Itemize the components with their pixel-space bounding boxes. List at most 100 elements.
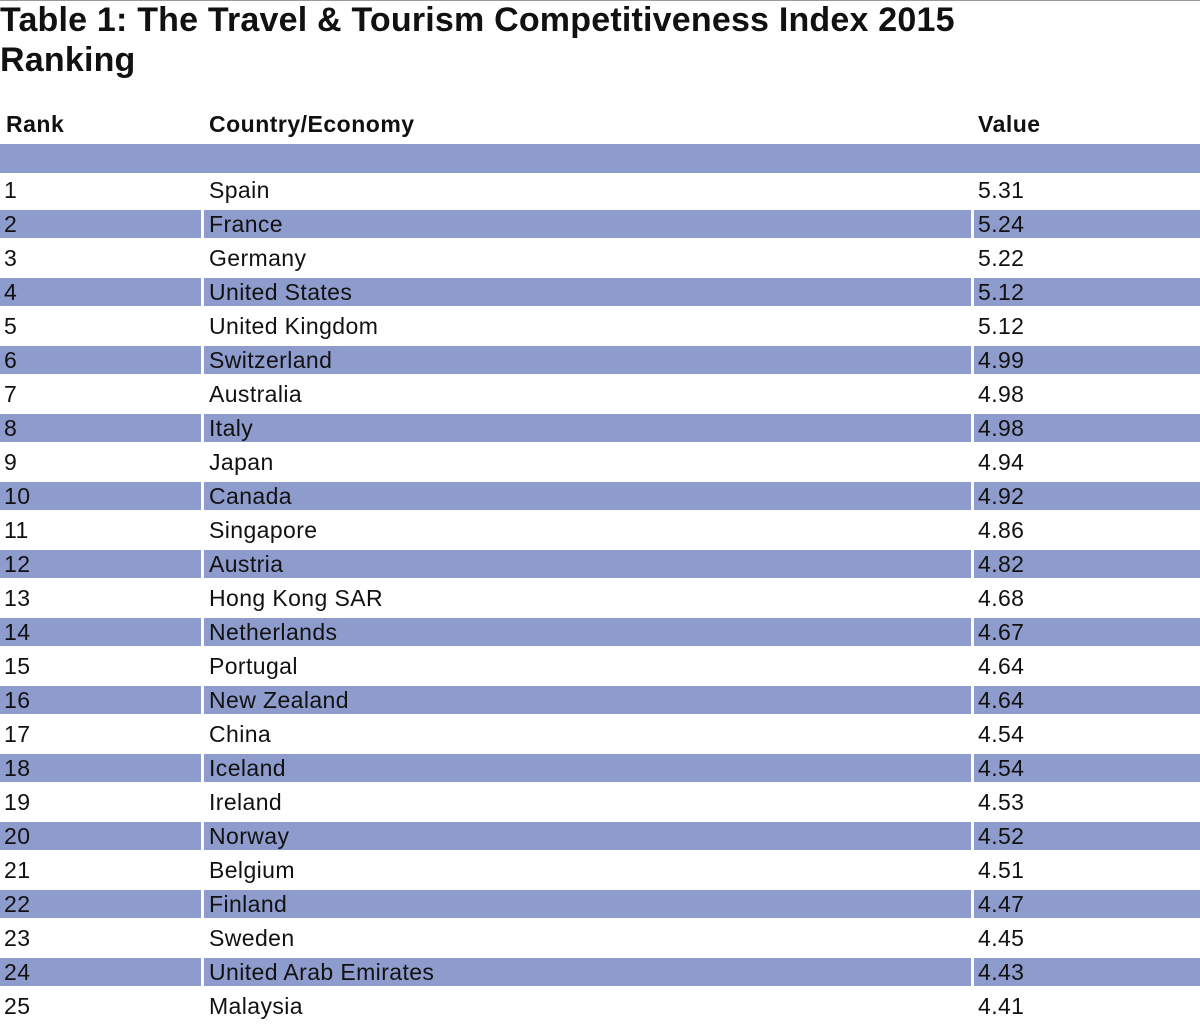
value-cell: 4.41 (978, 992, 1025, 1019)
table-title: Table 1: The Travel & Tourism Competitiv… (0, 0, 1190, 80)
value-cell: 4.98 (978, 380, 1025, 407)
country-cell: United States (204, 278, 971, 306)
table-row: 1 Spain 5.31 (0, 173, 1200, 207)
header-country-economy: Country/Economy (209, 110, 415, 137)
country-cell: United Kingdom (209, 312, 379, 339)
table-row: 24 United Arab Emirates 4.43 (0, 955, 1200, 989)
country-cell: Ireland (209, 788, 283, 815)
table-row: 8 Italy 4.98 (0, 411, 1200, 445)
value-cell: 4.99 (974, 346, 1200, 374)
rank-cell: 23 (4, 924, 31, 951)
country-cell: Japan (209, 448, 274, 475)
table-row: 7 Australia 4.98 (0, 377, 1200, 411)
header-separator-band (0, 144, 1200, 173)
country-cell: New Zealand (204, 686, 971, 714)
country-cell: Norway (204, 822, 971, 850)
rank-cell: 16 (0, 686, 201, 714)
table-row: 13 Hong Kong SAR 4.68 (0, 581, 1200, 615)
table-row: 14 Netherlands 4.67 (0, 615, 1200, 649)
country-cell: Australia (209, 380, 303, 407)
country-cell: Iceland (204, 754, 971, 782)
value-cell: 5.24 (974, 210, 1200, 238)
country-cell: Singapore (209, 516, 318, 543)
rank-cell: 2 (0, 210, 201, 238)
rank-cell: 18 (0, 754, 201, 782)
value-cell: 4.86 (978, 516, 1025, 543)
country-cell: Spain (209, 176, 270, 203)
rank-cell: 6 (0, 346, 201, 374)
top-border-line (0, 0, 1200, 5)
table-row: 12 Austria 4.82 (0, 547, 1200, 581)
table-row: 2 France 5.24 (0, 207, 1200, 241)
rank-cell: 10 (0, 482, 201, 510)
country-cell: Malaysia (209, 992, 303, 1019)
value-cell: 5.22 (978, 244, 1025, 271)
table-row: 5 United Kingdom 5.12 (0, 309, 1200, 343)
table-body: 1 Spain 5.31 2 France 5.24 3 Germany 5.22 4 United… (0, 173, 1200, 1023)
rank-cell: 3 (4, 244, 18, 271)
value-cell: 5.12 (974, 278, 1200, 306)
value-cell: 4.53 (978, 788, 1025, 815)
rank-cell: 15 (4, 652, 31, 679)
table-row: 22 Finland 4.47 (0, 887, 1200, 921)
country-cell: Italy (204, 414, 971, 442)
country-cell: Finland (204, 890, 971, 918)
rank-cell: 17 (4, 720, 31, 747)
value-cell: 4.64 (978, 652, 1025, 679)
table-row: 25 Malaysia 4.41 (0, 989, 1200, 1023)
table-row: 20 Norway 4.52 (0, 819, 1200, 853)
table-row: 6 Switzerland 4.99 (0, 343, 1200, 377)
value-cell: 4.47 (974, 890, 1200, 918)
rank-cell: 20 (0, 822, 201, 850)
table-title-line-2: Ranking (0, 41, 136, 79)
rank-cell: 14 (0, 618, 201, 646)
value-cell: 4.54 (974, 754, 1200, 782)
country-cell: Portugal (209, 652, 298, 679)
table-row: 17 China 4.54 (0, 717, 1200, 751)
rank-cell: 22 (0, 890, 201, 918)
value-cell: 4.92 (974, 482, 1200, 510)
country-cell: United Arab Emirates (204, 958, 971, 986)
table-row: 21 Belgium 4.51 (0, 853, 1200, 887)
table-header-row: Rank Country/Economy Value (0, 107, 1200, 141)
value-cell: 4.68 (978, 584, 1025, 611)
value-cell: 4.82 (974, 550, 1200, 578)
rank-cell: 25 (4, 992, 31, 1019)
country-cell: Sweden (209, 924, 295, 951)
rank-cell: 24 (0, 958, 201, 986)
value-cell: 4.54 (978, 720, 1025, 747)
country-cell: Netherlands (204, 618, 971, 646)
value-cell: 4.43 (974, 958, 1200, 986)
header-value: Value (978, 110, 1041, 137)
country-cell: Austria (204, 550, 971, 578)
rank-cell: 19 (4, 788, 31, 815)
table-row: 16 New Zealand 4.64 (0, 683, 1200, 717)
table-row: 4 United States 5.12 (0, 275, 1200, 309)
value-cell: 5.31 (978, 176, 1025, 203)
table-row: 11 Singapore 4.86 (0, 513, 1200, 547)
country-cell: China (209, 720, 272, 747)
country-cell: Hong Kong SAR (209, 584, 383, 611)
country-cell: Switzerland (204, 346, 971, 374)
country-cell: Germany (209, 244, 307, 271)
rank-cell: 1 (4, 176, 18, 203)
rank-cell: 7 (4, 380, 18, 407)
value-cell: 4.52 (974, 822, 1200, 850)
value-cell: 4.94 (978, 448, 1025, 475)
rank-cell: 4 (0, 278, 201, 306)
rank-cell: 13 (4, 584, 31, 611)
rank-cell: 8 (0, 414, 201, 442)
rank-cell: 11 (4, 516, 29, 543)
country-cell: Canada (204, 482, 971, 510)
ranking-table: Rank Country/Economy Value 1 Spain 5.31 2 Fr… (0, 107, 1200, 1023)
value-cell: 4.45 (978, 924, 1025, 951)
table-row: 9 Japan 4.94 (0, 445, 1200, 479)
country-cell: France (204, 210, 971, 238)
value-cell: 4.67 (974, 618, 1200, 646)
table-row: 23 Sweden 4.45 (0, 921, 1200, 955)
table-row: 19 Ireland 4.53 (0, 785, 1200, 819)
rank-cell: 5 (4, 312, 18, 339)
rank-cell: 12 (0, 550, 201, 578)
value-cell: 4.98 (974, 414, 1200, 442)
table-row: 18 Iceland 4.54 (0, 751, 1200, 785)
